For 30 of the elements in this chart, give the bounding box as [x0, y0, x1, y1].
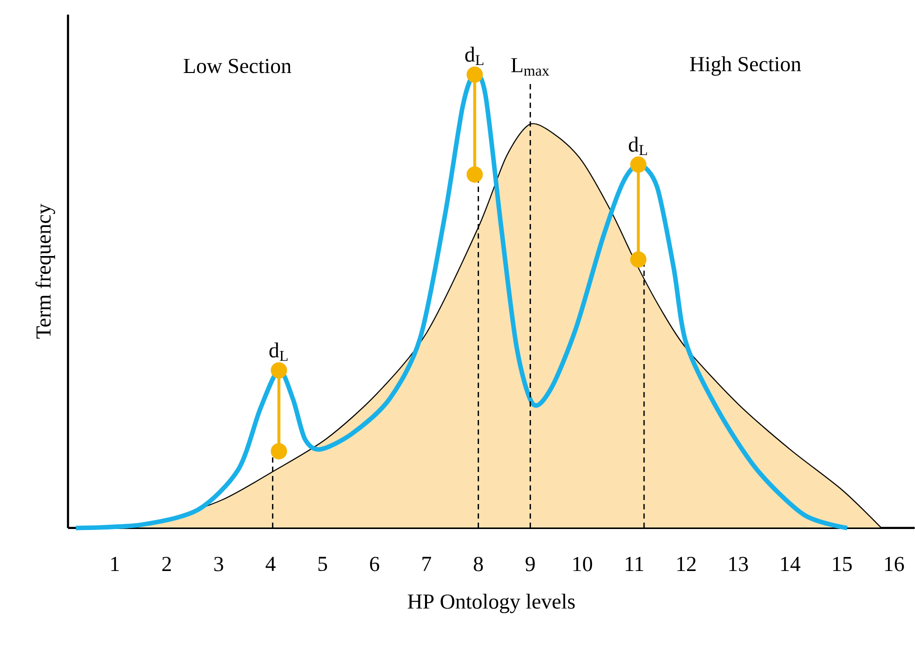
annotation: d$_{L}$ — [465, 46, 484, 66]
ref-line-label: L$_{max}$ — [511, 58, 550, 76]
point — [630, 251, 646, 268]
x-tick-label: 16 — [885, 556, 904, 572]
x-tick-label: 3 — [214, 556, 224, 572]
x-tick-label: 7 — [422, 556, 432, 571]
x-tick-label: 9 — [526, 556, 535, 572]
x-tick-label: 2 — [162, 556, 171, 571]
point — [466, 166, 483, 183]
x-tick-label: 15 — [833, 556, 852, 572]
x-tick-label: 4 — [266, 556, 276, 571]
annotation: d$_{L}$ — [628, 136, 647, 155]
x-tick-label: 13 — [729, 556, 748, 572]
x-tick-label: 5 — [318, 556, 328, 572]
annotation: High Section — [690, 56, 802, 76]
point — [270, 443, 288, 460]
x-tick-label: 12 — [677, 556, 696, 571]
y-axis-title: Term frequency — [35, 204, 56, 339]
x-tick-label: 1 — [111, 556, 119, 571]
point — [466, 66, 483, 83]
x-tick-label: 6 — [370, 556, 380, 572]
text: Low Section — [184, 58, 292, 74]
point — [270, 362, 288, 378]
x-tick-label: 8 — [474, 556, 483, 572]
x-tick-label: 14 — [781, 556, 800, 571]
x-tick-label: 10 — [573, 556, 592, 572]
x-axis-title: HP Ontology levels — [408, 594, 575, 614]
point — [630, 156, 646, 173]
x-tick-label: 11 — [626, 556, 644, 571]
annotation: d$_{L}$ — [269, 342, 288, 361]
